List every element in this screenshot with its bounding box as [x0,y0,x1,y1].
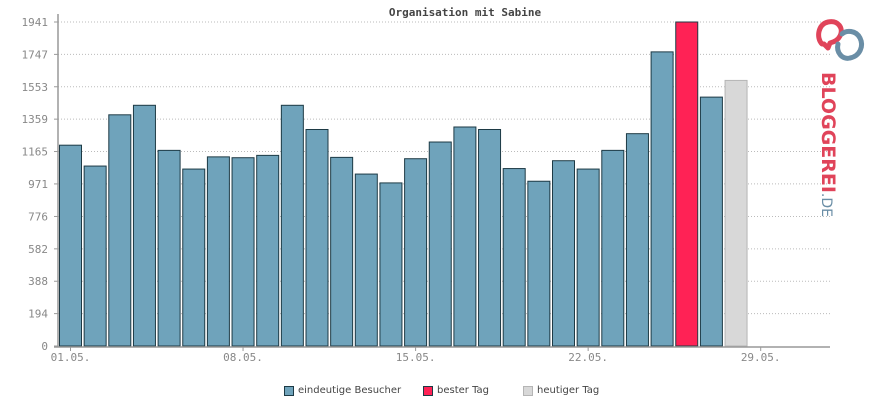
bar [552,160,575,347]
legend-swatch-unique-visitors [284,385,294,396]
legend-label-best-day: bester Tag [437,385,490,396]
logo-wordmark: BLOGGEREI.DE [817,72,839,217]
bar [601,149,625,347]
bar [206,156,230,347]
x-tick-label: 08.05. [223,351,263,364]
y-tick-label: 1941 [22,16,49,29]
legend-item-best-day: bester Tag [423,385,489,396]
bar [576,168,600,347]
bar [502,168,526,347]
x-tick-label: 29.05. [741,351,781,364]
y-tick-label: 1165 [22,146,49,159]
y-tick-label: 582 [28,243,48,256]
x-tick-label: 22.05. [568,351,608,364]
legend-label-today: heutiger Tag [537,385,600,396]
bar-today [724,79,748,347]
y-tick-label: 1359 [22,113,49,126]
bar [650,51,674,347]
bar [379,182,403,347]
bar [59,144,82,347]
logo-text-main: BLOGGEREI [817,72,839,193]
bar [280,104,304,347]
x-tick-label: 15.05. [396,351,436,364]
bar [330,156,354,347]
y-tick-label: 0 [41,340,48,353]
legend: eindeutige Besucher bester Tag heutiger … [0,385,870,399]
chart-title: Organisation mit Sabine [389,6,542,19]
bar [305,128,329,347]
bar [404,158,428,347]
y-tick-label: 194 [28,308,48,321]
bar [182,168,206,347]
legend-swatch-best-day [423,385,433,396]
bar [157,149,181,347]
bar [354,173,378,347]
bar [527,180,551,347]
bar [256,154,280,347]
legend-label-unique-visitors: eindeutige Besucher [298,385,402,396]
y-tick-label: 971 [28,178,48,191]
y-tick-label: 388 [28,275,48,288]
bars [59,21,748,347]
logo-icon [816,19,865,61]
y-tick-label: 1747 [22,48,49,61]
svg-text:BLOGGEREI.DE: BLOGGEREI.DE [817,72,839,217]
legend-item-unique-visitors: eindeutige Besucher [284,385,401,396]
y-axis: 0 194 388 582 776 971 1165 1359 1553 1747 1941 [22,14,59,353]
bloggerei-logo: BLOGGEREI.DE [812,18,868,218]
x-axis: 01.05. 08.05. 15.05. 22.05. 29.05. [51,346,830,364]
y-tick-label: 776 [28,210,48,223]
bar [83,165,107,347]
y-tick-label: 1553 [22,81,49,94]
legend-item-today: heutiger Tag [523,385,599,396]
bar [625,133,649,347]
logo-text-suffix: .DE [818,193,834,217]
x-tick-label: 01.05. [51,351,91,364]
bar [428,141,452,347]
bar [132,104,156,347]
bar [453,126,477,347]
bar [231,157,255,347]
bar [108,114,132,347]
bar-best-day [675,21,699,347]
legend-swatch-today [523,385,533,396]
bar [478,128,502,347]
bar [699,96,723,347]
